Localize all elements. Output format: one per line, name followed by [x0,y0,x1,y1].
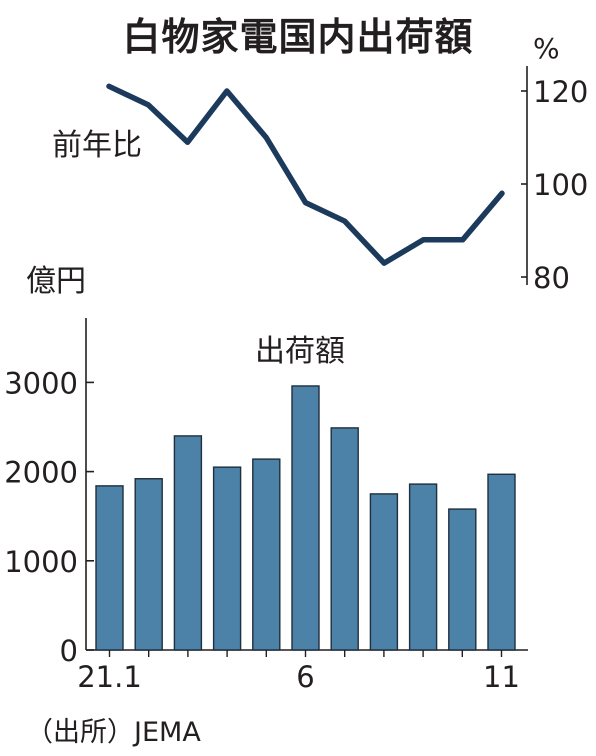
shipment-bar [369,493,399,651]
shipment-bar [134,478,163,651]
line-series-label: 前年比 [52,128,142,163]
bar-y-tick-label: 0 [60,634,78,668]
source-note: （出所）JEMA [26,717,201,748]
bar-y-tick-label: 3000 [4,366,78,400]
line-y-tick-label: 100 [533,168,588,202]
bar-series-label: 出荷額 [255,334,345,369]
bar-y-tick-label: 2000 [4,456,78,490]
shipment-bar [212,466,242,651]
shipment-bar [291,385,320,651]
bar-x-tick-label: 11 [483,660,520,694]
bar-y-tick-label: 1000 [4,545,78,579]
shipment-bar [252,458,281,651]
shipment-bar [95,485,124,651]
shipment-bar [487,473,516,651]
shipment-bar [173,435,203,651]
shipment-bar [408,483,438,651]
bar-x-tick-label: 21.1 [77,660,142,694]
line-y-tick-label: 120 [533,75,588,109]
line-unit-label: % [533,32,560,65]
bar-unit-label: 億円 [26,264,86,299]
bar-x-tick-label: 6 [296,660,314,694]
yoy-series-line [106,83,505,266]
shipment-bar [448,508,477,651]
line-y-tick-label: 80 [533,261,570,295]
shipment-bar [330,427,359,651]
chart-title: 白物家電国内出荷額 [122,15,474,59]
